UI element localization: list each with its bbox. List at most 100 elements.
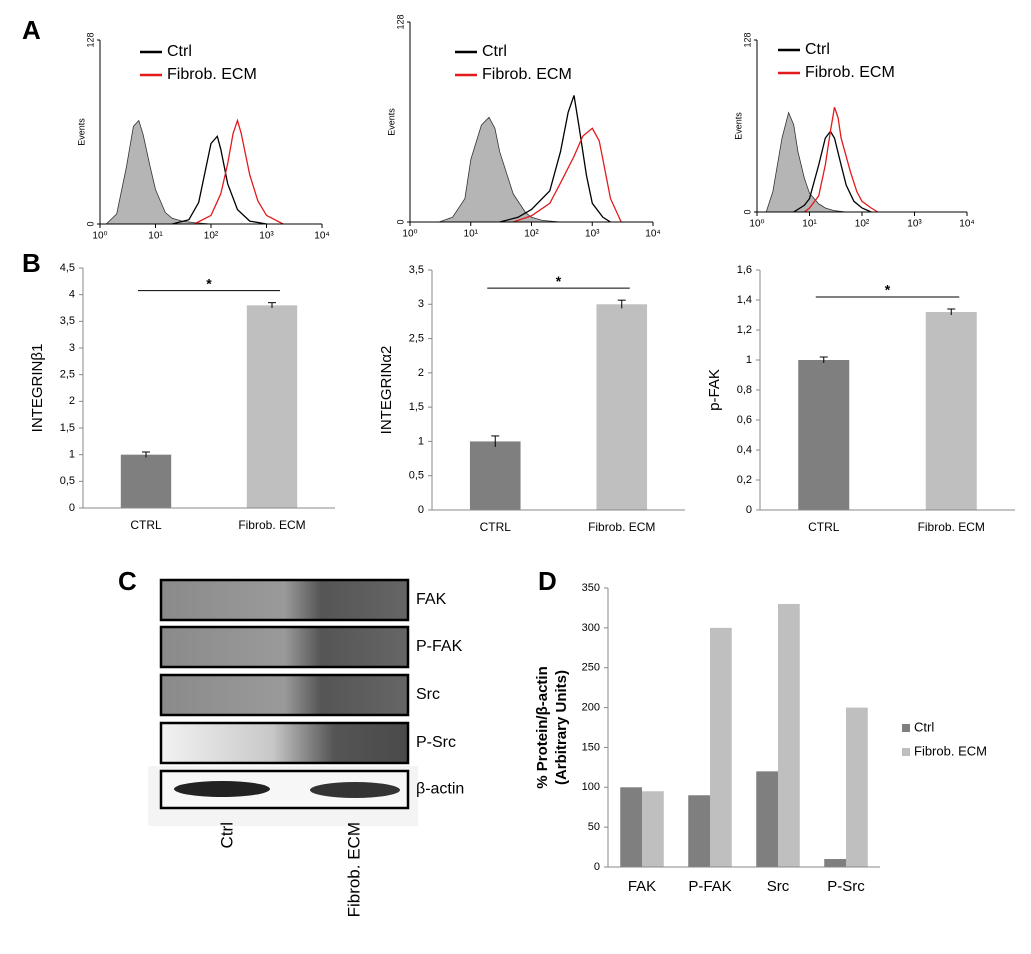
y-tick-label: 1 xyxy=(418,435,424,447)
histogram-area xyxy=(765,111,847,213)
y-tick-label: 50 xyxy=(588,821,600,833)
bar xyxy=(688,795,710,867)
y-tick-label: 1 xyxy=(746,354,752,366)
histogram-line xyxy=(512,127,622,223)
x-tick-label: 10¹ xyxy=(464,229,479,240)
y-tick-label: 350 xyxy=(582,582,600,594)
y-tick-label: 0 xyxy=(395,219,405,224)
bar xyxy=(469,441,521,510)
blot-signal xyxy=(310,782,400,798)
blot-band xyxy=(159,625,410,669)
bar xyxy=(925,312,977,510)
y-tick-label: 150 xyxy=(582,741,600,753)
y-tick-label: 0 xyxy=(85,221,95,226)
x-tick-label: CTRL xyxy=(480,520,512,534)
y-tick-label: 2 xyxy=(69,395,75,407)
x-tick-label: P-Src xyxy=(827,878,865,895)
histogram-line xyxy=(194,118,284,225)
y-axis-label: % Protein/β-actin xyxy=(534,666,551,789)
y-tick-label: 4,5 xyxy=(60,262,75,274)
error-bar xyxy=(142,451,150,458)
bar xyxy=(620,787,642,867)
x-tick-label: 10⁰ xyxy=(92,231,107,242)
x-tick-label: CTRL xyxy=(808,520,840,534)
panel-label: D xyxy=(538,566,557,596)
x-tick-label: 10³ xyxy=(907,219,922,230)
bar xyxy=(846,707,868,867)
y-tick-label: 128 xyxy=(395,14,405,29)
significance-label: * xyxy=(556,273,562,289)
y-tick-label: 100 xyxy=(582,781,600,793)
x-tick-label: 10⁰ xyxy=(749,219,764,230)
y-tick-label: 2,5 xyxy=(409,332,424,344)
legend-swatch xyxy=(902,724,910,732)
bar xyxy=(824,859,846,867)
error-bar xyxy=(947,308,956,315)
y-tick-label: 0 xyxy=(69,502,75,514)
y-tick-label: 250 xyxy=(582,662,600,674)
blot-band xyxy=(159,578,410,622)
significance-label: * xyxy=(206,275,212,291)
legend-label: Fibrob. ECM xyxy=(805,64,895,81)
bar xyxy=(756,771,778,867)
bar xyxy=(642,791,664,867)
y-tick-label: 0,6 xyxy=(737,414,752,426)
x-tick-label: 10⁴ xyxy=(959,219,974,230)
y-tick-label: 128 xyxy=(742,32,752,47)
x-tick-label: 10¹ xyxy=(802,219,817,230)
y-axis-label: Events xyxy=(386,108,396,136)
y-tick-label: 1 xyxy=(69,449,75,461)
y-axis-label: Events xyxy=(733,112,743,140)
bar xyxy=(120,454,172,508)
bar xyxy=(798,360,850,510)
y-axis-label: p-FAK xyxy=(706,369,723,411)
y-tick-label: 0,8 xyxy=(737,384,752,396)
error-bar xyxy=(268,302,276,308)
x-tick-label: 10² xyxy=(855,219,870,230)
bar xyxy=(778,603,800,867)
error-bar xyxy=(819,356,828,363)
panel-label: C xyxy=(118,566,137,596)
x-tick-label: 10⁴ xyxy=(314,231,329,242)
legend-label: Fibrob. ECM xyxy=(167,66,257,83)
panel-label: B xyxy=(22,248,41,278)
y-tick-label: 0 xyxy=(594,861,600,873)
legend-label: Ctrl xyxy=(482,43,507,60)
x-tick-label: FAK xyxy=(628,878,656,895)
blot-label: Src xyxy=(416,686,440,703)
legend-label: Fibrob. ECM xyxy=(482,66,572,83)
x-tick-label: 10⁰ xyxy=(402,229,417,240)
bar xyxy=(710,627,732,867)
y-tick-label: 1,4 xyxy=(737,294,752,306)
histogram-line xyxy=(793,130,872,213)
histogram-line xyxy=(499,95,611,223)
error-bar xyxy=(491,435,500,447)
bar xyxy=(246,305,298,508)
y-tick-label: 0,5 xyxy=(409,470,424,482)
y-tick-label: 1,2 xyxy=(737,324,752,336)
legend-label: Ctrl xyxy=(167,43,192,60)
histogram-line xyxy=(172,134,267,225)
bar xyxy=(596,304,648,510)
y-axis-label: INTEGRINα2 xyxy=(378,346,395,435)
y-tick-label: 1,5 xyxy=(60,422,75,434)
blot-label: β-actin xyxy=(416,781,464,798)
y-tick-label: 3 xyxy=(418,298,424,310)
lane-label: Fibrob. ECM xyxy=(344,822,363,917)
legend-label: Ctrl xyxy=(805,41,830,58)
lane-label: Ctrl xyxy=(217,822,236,848)
histogram-area xyxy=(438,116,561,223)
legend-swatch xyxy=(902,748,910,756)
x-tick-label: Fibrob. ECM xyxy=(588,520,655,534)
x-tick-label: Fibrob. ECM xyxy=(238,518,305,532)
y-tick-label: 3 xyxy=(69,342,75,354)
y-tick-label: 0,4 xyxy=(737,444,752,456)
x-tick-label: 10³ xyxy=(259,231,274,242)
blot-band xyxy=(159,673,410,717)
blot-band xyxy=(159,721,410,765)
x-tick-label: 10³ xyxy=(585,229,600,240)
x-tick-label: CTRL xyxy=(130,518,162,532)
y-tick-label: 0,2 xyxy=(737,474,752,486)
y-tick-label: 2,5 xyxy=(60,369,75,381)
